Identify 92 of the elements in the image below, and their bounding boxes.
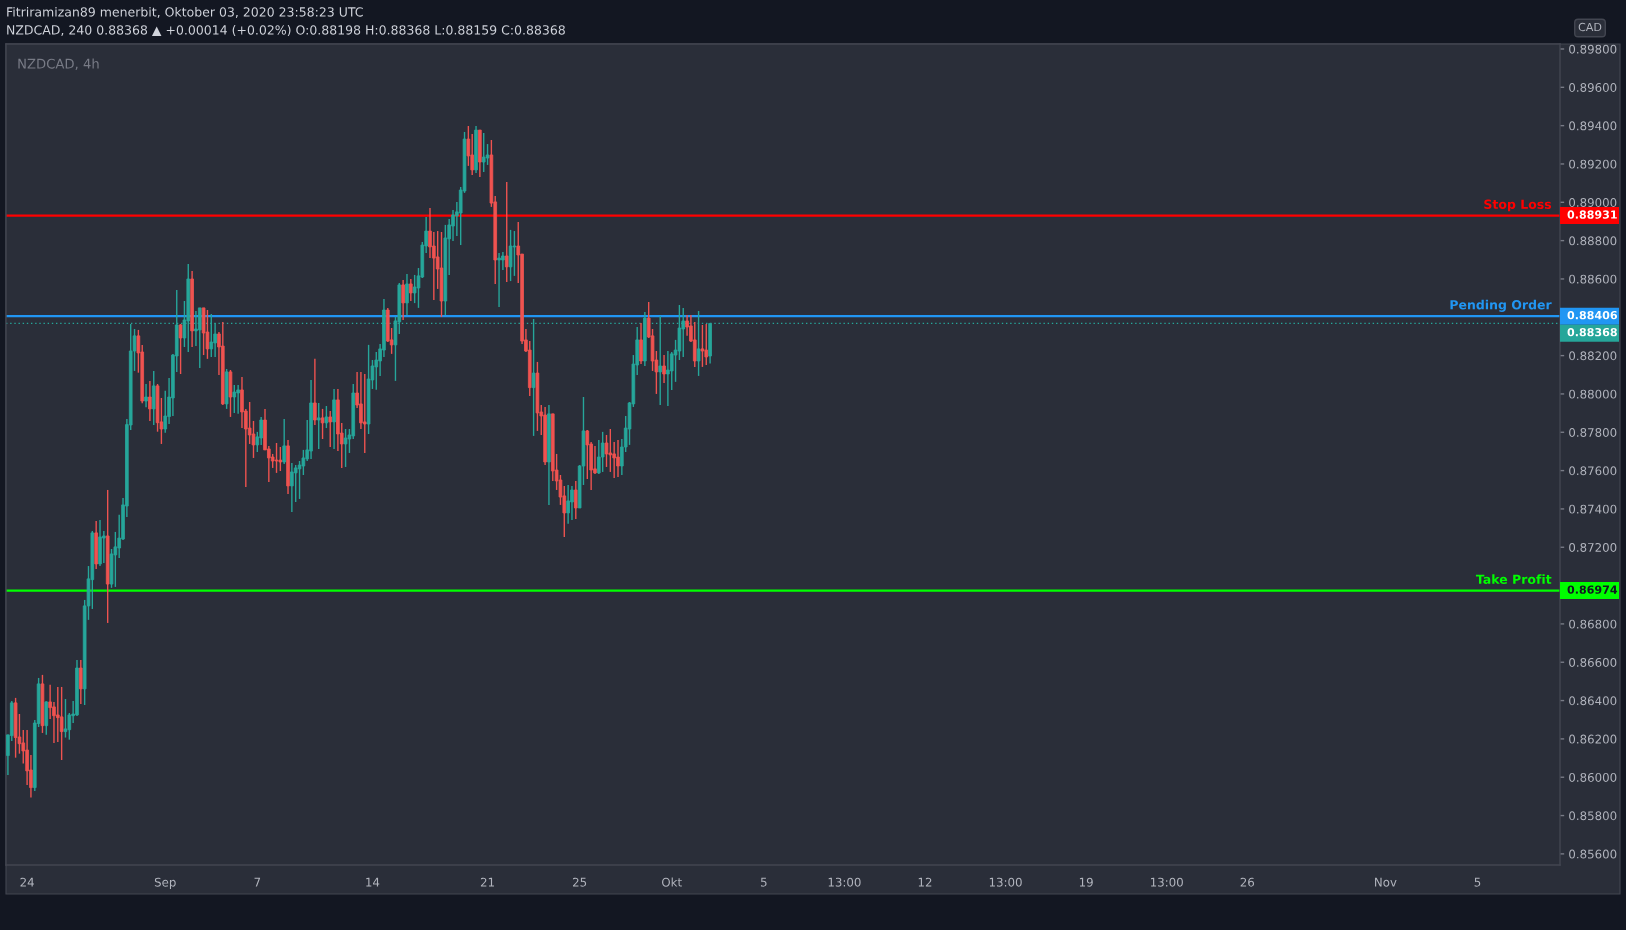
y-tick-label: 0.89600 <box>1569 83 1617 92</box>
candlestick <box>639 322 643 365</box>
candlestick <box>278 446 283 472</box>
x-tick-label: 13:00 <box>989 877 1022 887</box>
y-tick-label: 0.88600 <box>1569 274 1617 284</box>
candlestick <box>197 307 202 369</box>
candlestick <box>466 125 471 167</box>
candlestick <box>236 384 240 415</box>
candlestick <box>574 480 578 520</box>
y-tick-label: 0.87400 <box>1569 504 1617 514</box>
text: 0.88931 <box>1567 210 1617 219</box>
candlestick <box>401 279 405 321</box>
x-tick-label: Okt <box>662 877 682 887</box>
chart-subtitle: NZDCAD, 240 0.88368 ▲ +0.00014 (+0.02%) O:0.88198 H:0.88368 L:0.88159 C:0.88368 <box>7 24 565 37</box>
y-tick-label: 0.88200 <box>1569 351 1617 361</box>
candlestick <box>692 321 697 368</box>
candlestick <box>570 485 574 521</box>
text: 0.88368 <box>1567 327 1617 337</box>
candlestick <box>666 350 670 407</box>
candlestick <box>328 410 333 448</box>
candlestick <box>316 402 321 450</box>
y-axis-title: CAD <box>1578 22 1602 32</box>
x-tick-label: 7 <box>254 877 261 887</box>
text: 0.86974 <box>1567 585 1618 594</box>
candlestick <box>616 439 620 478</box>
candlestick <box>508 229 513 282</box>
y-tick-label: 0.88000 <box>1569 389 1617 399</box>
candlestick <box>600 431 605 473</box>
candlestick <box>148 380 152 422</box>
candlestick <box>409 278 413 302</box>
candlestick <box>178 323 183 375</box>
candlestick <box>274 442 279 474</box>
candlestick <box>320 408 325 440</box>
candlestick <box>44 700 49 736</box>
x-tick-label: 14 <box>366 877 380 887</box>
candlestick <box>512 230 517 277</box>
ref-line-label: Stop Loss <box>1484 199 1552 212</box>
x-tick-label: 19 <box>1079 877 1093 887</box>
candlestick <box>405 273 409 316</box>
x-tick-label: Nov <box>1375 877 1397 887</box>
y-tick-label: 0.85600 <box>1569 849 1617 859</box>
x-tick-label: 25 <box>572 877 587 887</box>
candlestick <box>362 373 367 454</box>
candlestick <box>290 462 294 513</box>
text: Fitriramizan89 menerbit, Oktober 03, 2020 23:58:23 UTC <box>7 6 363 18</box>
y-tick-label: 0.87600 <box>1569 466 1617 476</box>
candlestick <box>313 358 317 426</box>
x-tick-label: 5 <box>1474 877 1481 887</box>
candlestick <box>324 405 329 429</box>
y-tick-label: 0.87200 <box>1569 542 1617 552</box>
candlestick <box>59 686 64 761</box>
candlestick <box>662 354 666 384</box>
candlestick <box>700 324 705 368</box>
y-tick-label: 0.86000 <box>1569 772 1617 782</box>
ref-line-label: Pending Order <box>1450 299 1552 312</box>
candlestick <box>681 307 686 358</box>
y-tick-label: 0.86600 <box>1569 657 1617 667</box>
candlestick <box>232 384 237 414</box>
y-tick-label: 0.87800 <box>1569 427 1617 437</box>
candlestick <box>696 310 701 377</box>
x-tick-label: 12 <box>918 877 932 887</box>
y-tick-label: 0.89400 <box>1569 121 1617 131</box>
candlestick <box>63 698 68 739</box>
candlestick <box>282 418 286 465</box>
y-tick-label: 0.88800 <box>1569 236 1617 246</box>
candlestick <box>504 181 509 283</box>
x-tick-label: 5 <box>760 877 767 887</box>
y-tick-label: 0.85800 <box>1569 811 1617 821</box>
y-tick-label: 0.86200 <box>1569 734 1617 744</box>
candlestick <box>332 388 336 450</box>
candlestick <box>144 383 148 409</box>
candlestick <box>485 143 490 166</box>
candlestick <box>151 370 156 426</box>
x-tick-label: 13:00 <box>828 877 861 887</box>
y-tick-label: 0.89200 <box>1569 159 1617 169</box>
x-tick-label: 13:00 <box>1150 877 1183 887</box>
candlestick <box>566 484 570 525</box>
y-tick-label: 0.86800 <box>1569 619 1617 629</box>
candlestick <box>481 132 486 173</box>
candlestick <box>497 252 501 308</box>
candlestick <box>79 659 83 705</box>
x-tick-label: 21 <box>480 877 494 887</box>
text: 0.88406 <box>1567 310 1618 320</box>
ref-line-label: Take Profit <box>1475 574 1552 584</box>
y-tick-label: 0.89800 <box>1569 44 1617 54</box>
x-tick-label: Sep <box>154 877 176 889</box>
y-tick-label: 0.89000 <box>1569 198 1617 207</box>
candlestick <box>343 428 348 468</box>
x-tick-label: 24 <box>20 877 34 887</box>
y-tick-label: 0.86400 <box>1569 696 1617 706</box>
text: NZDCAD, 4h <box>18 58 99 71</box>
x-tick-label: 26 <box>1240 877 1255 887</box>
